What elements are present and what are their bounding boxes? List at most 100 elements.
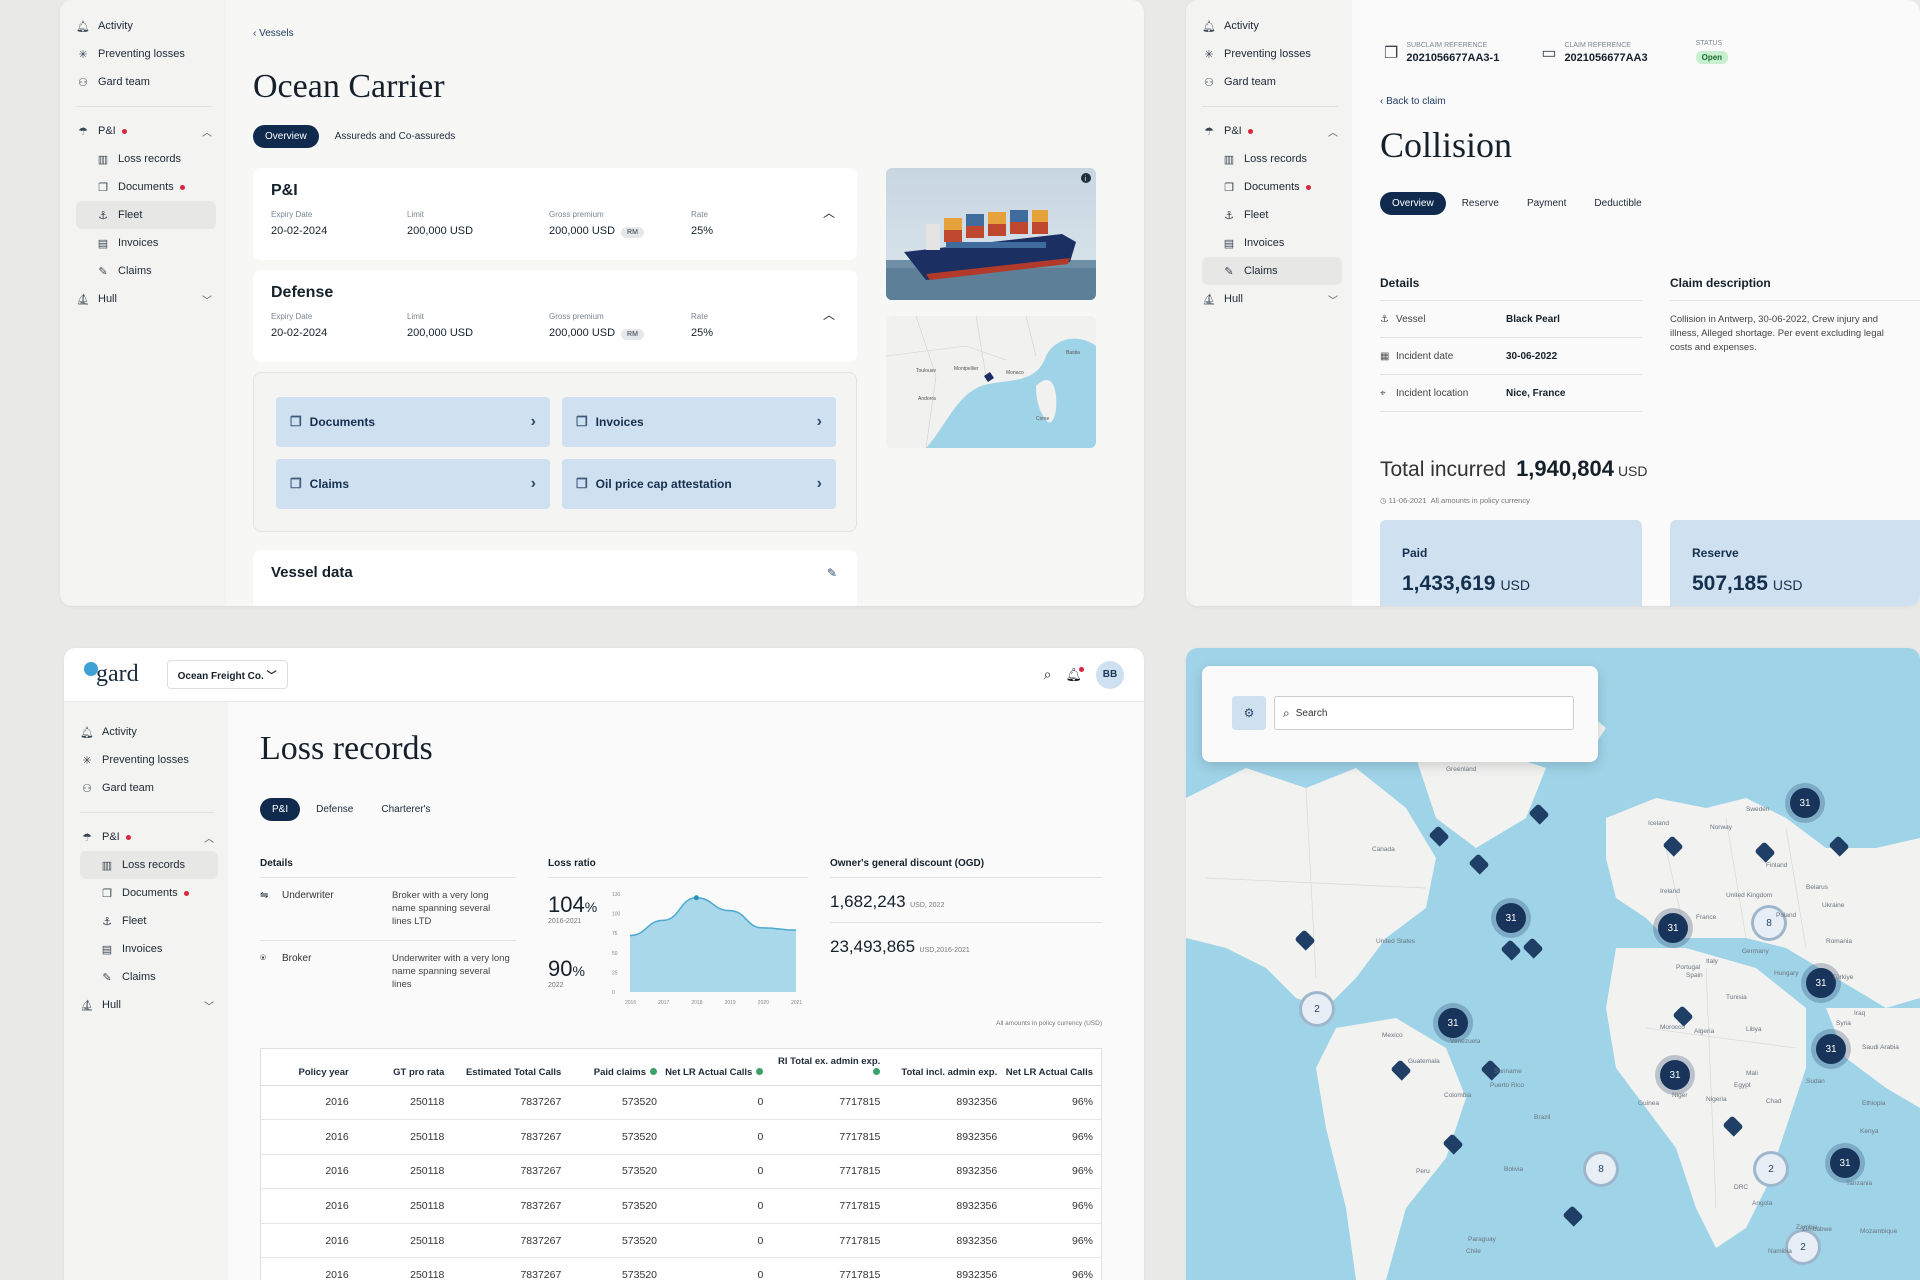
y-tick-label: 75 [612,931,618,937]
claims-link[interactable]: ❐ Claims › [276,459,550,509]
nav-pi[interactable]: ☂ P&I ︿ [76,117,226,145]
nav-activity[interactable]: 🔔︎ Activity [80,718,228,746]
map-cluster[interactable]: 31 [1496,903,1526,933]
map-cluster[interactable]: 31 [1806,968,1836,998]
bar-chart-icon: ▥ [1223,153,1235,166]
map-cluster[interactable]: 31 [1830,1148,1860,1178]
nav-claims[interactable]: ✎ Claims [1202,257,1342,285]
map-search-input[interactable]: ⌕ Search [1274,696,1574,730]
info-icon[interactable] [650,1068,658,1076]
table-row[interactable]: 2016 250118 7837267 573520 0 7717815 8932356 96… [261,1188,1101,1224]
column-header[interactable]: Net LR Actual Calls [665,1049,772,1086]
paid-card[interactable]: Paid 1,433,619 USD [1380,520,1642,606]
column-header[interactable]: Total incl. admin exp. [888,1049,1006,1086]
map-cluster[interactable]: 2 [1756,1154,1786,1184]
nav-gard-team[interactable]: ⚇ Gard team [1202,68,1352,96]
info-icon[interactable] [873,1068,881,1076]
nav-invoices[interactable]: ▤ Invoices [76,229,226,257]
nav-hull[interactable]: ⛵︎ Hull ﹀ [80,991,228,1019]
nav-activity[interactable]: 🔔︎ Activity [1202,12,1352,40]
nav-loss-records[interactable]: ▥ Loss records [1202,145,1352,173]
nav-documents[interactable]: ❐ Documents [1202,173,1352,201]
tab-deductible[interactable]: Deductible [1594,198,1642,209]
nav-documents[interactable]: ❐ Documents [80,879,228,907]
table-row[interactable]: 2016 250118 7837267 573520 0 7717815 8932356 96… [261,1257,1101,1280]
nav-preventing-losses[interactable]: ✳ Preventing losses [80,746,228,774]
avatar[interactable]: BB [1096,660,1124,689]
tab-payment[interactable]: Payment [1526,198,1567,209]
nav-pi[interactable]: ☂ P&I ︿ [1202,117,1352,145]
nav-claims[interactable]: ✎ Claims [76,257,226,285]
table-row[interactable]: 2016 250118 7837267 573520 0 7717815 8932356 96… [261,1085,1101,1121]
nav-gard-team[interactable]: ⚇ Gard team [80,774,228,802]
tab-overview[interactable]: Overview [1380,192,1446,215]
column-header[interactable]: Policy year [261,1049,357,1086]
map-cluster[interactable]: 31 [1660,1060,1690,1090]
map-cluster[interactable]: 2 [1788,1232,1818,1262]
nav-preventing-losses[interactable]: ✳ Preventing losses [1202,40,1352,68]
collapse-icon[interactable]: ︿ [822,206,835,220]
search-icon[interactable]: ⌕ [1043,666,1052,682]
nav-invoices[interactable]: ▤ Invoices [1202,229,1352,257]
gard-logo[interactable]: gard [84,661,139,688]
link-label: Claims [309,477,350,491]
collapse-icon[interactable]: ︿ [822,308,835,322]
edit-icon[interactable]: ✎ [826,566,837,580]
back-link[interactable]: ‹ Vessels [253,28,294,39]
info-icon[interactable] [756,1068,764,1076]
filter-icon[interactable]: ⚙ [1232,696,1266,730]
company-selector[interactable]: Ocean Freight Co. ﹀ [166,660,288,689]
column-header[interactable]: Paid claims [569,1049,666,1086]
map-country-label: Namibia [1768,1248,1792,1255]
map-cluster[interactable]: 31 [1816,1034,1846,1064]
nav-loss-records[interactable]: ▥ Loss records [76,145,226,173]
nav-invoices[interactable]: ▤ Invoices [80,935,228,963]
map-cluster[interactable]: 8 [1754,908,1784,938]
column-header[interactable]: GT pro rata [356,1049,453,1086]
nav-documents[interactable]: ❐ Documents [76,173,226,201]
map-cluster[interactable]: 2 [1302,994,1332,1024]
column-header[interactable]: Net LR Actual Calls [1005,1049,1101,1086]
tab-reserve[interactable]: Reserve [1461,198,1499,209]
map-country-label: Brazil [1534,1114,1551,1121]
tab-defense[interactable]: Defense [316,804,354,815]
map-cluster[interactable]: 31 [1790,788,1820,818]
map-cluster[interactable]: 31 [1438,1008,1468,1038]
nav-fleet[interactable]: ⚓︎ Fleet [1202,201,1352,229]
nav-claims[interactable]: ✎ Claims [80,963,228,991]
nav-preventing-losses[interactable]: ✳ Preventing losses [76,40,226,68]
tab-assureds[interactable]: Assureds and Co-assureds [334,131,456,142]
nav-fleet[interactable]: ⚓︎ Fleet [76,201,216,229]
table-row[interactable]: 2016 250118 7837267 573520 0 7717815 8932356 96… [261,1119,1101,1155]
column-header[interactable]: RI Total ex. admin exp. [771,1049,889,1086]
notification-bell-icon[interactable]: 🔔︎ [1065,666,1084,682]
nav-loss-records[interactable]: ▥ Loss records [80,851,218,879]
nav-activity[interactable]: 🔔︎ Activity [76,12,226,40]
map-cluster[interactable]: 8 [1586,1154,1616,1184]
ratio-2: 90% 2022 [548,956,585,989]
nav-fleet[interactable]: ⚓︎ Fleet [80,907,228,935]
nav-hull[interactable]: ⛵︎ Hull ﹀ [76,285,226,313]
back-link[interactable]: ‹ Back to claim [1380,96,1446,107]
table-row[interactable]: 2016 250118 7837267 573520 0 7717815 8932356 96… [261,1154,1101,1190]
field-value: 25% [691,225,714,237]
map-cluster[interactable]: 31 [1658,913,1688,943]
tab-overview[interactable]: Overview [253,125,319,148]
column-header[interactable]: Estimated Total Calls [452,1049,570,1086]
reserve-card[interactable]: Reserve 507,185 USD [1670,520,1920,606]
tab-pi[interactable]: P&I [260,798,301,821]
table-cell: 573520 [569,1257,666,1280]
invoices-link[interactable]: ❐ Invoices › [562,397,836,447]
nav-pi[interactable]: ☂ P&I ︿ [80,823,228,851]
tab-charterers[interactable]: Charterer's [381,804,431,815]
map-country-label: Kenya [1860,1128,1879,1135]
invoice-icon: ▤ [101,943,113,956]
nav-gard-team[interactable]: ⚇ Gard team [76,68,226,96]
map-country-label: Egypt [1734,1082,1751,1089]
oil-price-cap-link[interactable]: ❐ Oil price cap attestation › [562,459,836,509]
bar-chart-icon: ▥ [97,153,109,166]
documents-link[interactable]: ❐ Documents › [276,397,550,447]
search-icon: ⌕ [1283,705,1290,720]
table-row[interactable]: 2016 250118 7837267 573520 0 7717815 8932356 96… [261,1223,1101,1259]
nav-hull[interactable]: ⛵︎ Hull ﹀ [1202,285,1352,313]
